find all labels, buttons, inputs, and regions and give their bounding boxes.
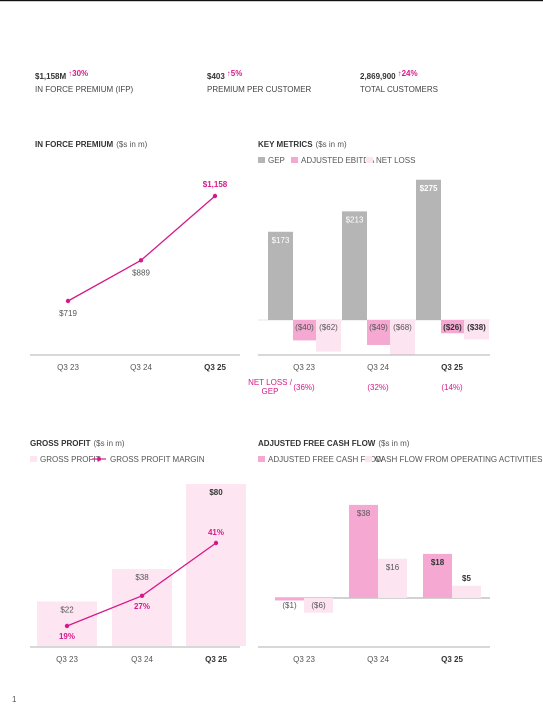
bar bbox=[423, 553, 452, 598]
data-label: ($1) bbox=[282, 601, 297, 610]
data-label: ($38) bbox=[467, 323, 486, 332]
data-label: ($6) bbox=[311, 601, 326, 610]
legend-swatch bbox=[365, 456, 372, 462]
kpi-label: PREMIUM PER CUSTOMER bbox=[207, 85, 312, 94]
bar bbox=[268, 231, 293, 320]
x-tick-label: Q3 23 bbox=[293, 363, 315, 372]
point bbox=[138, 258, 144, 263]
data-label: ($62) bbox=[319, 323, 338, 332]
legend-swatch bbox=[30, 456, 37, 462]
x-tick-label: Q3 25 bbox=[204, 363, 226, 372]
x-tick-label: Q3 25 bbox=[205, 655, 227, 664]
data-label: $213 bbox=[346, 215, 364, 224]
legend-label: GROSS PROFIT bbox=[40, 455, 101, 464]
chart-unit-note: ($s in m) bbox=[378, 439, 409, 448]
data-label: 19% bbox=[59, 632, 75, 641]
data-label: $16 bbox=[386, 563, 400, 572]
legend-label: NET LOSS bbox=[376, 156, 415, 165]
point bbox=[212, 193, 218, 199]
chart-unit-note: ($s in m) bbox=[93, 439, 124, 448]
point bbox=[64, 623, 70, 629]
bar bbox=[349, 504, 378, 598]
chart-title: IN FORCE PREMIUM bbox=[35, 140, 114, 149]
bar bbox=[390, 320, 415, 355]
data-label: ($68) bbox=[393, 323, 412, 332]
ratio-label: GEP bbox=[262, 387, 279, 396]
x-tick-label: Q3 24 bbox=[130, 363, 152, 372]
ratio-value: (36%) bbox=[293, 383, 315, 392]
x-tick-label: Q3 23 bbox=[56, 655, 78, 664]
kpi-change: ↑30% bbox=[68, 69, 88, 78]
kpi-value: $1,158M bbox=[35, 72, 66, 81]
bar bbox=[378, 558, 407, 598]
chart-unit-note: ($s in m) bbox=[116, 140, 147, 149]
point bbox=[139, 593, 145, 599]
data-label: $275 bbox=[420, 184, 438, 193]
chart-title: ADJUSTED FREE CASH FLOW bbox=[258, 439, 376, 448]
kpi-value: 2,869,900 bbox=[360, 72, 396, 81]
bar bbox=[452, 585, 481, 598]
data-label: $22 bbox=[60, 605, 74, 614]
data-label: $38 bbox=[135, 573, 149, 582]
bar bbox=[441, 320, 464, 334]
data-label: $889 bbox=[132, 268, 150, 277]
legend-label: GEP bbox=[268, 156, 285, 165]
x-tick-label: Q3 24 bbox=[367, 655, 389, 664]
data-label: $173 bbox=[272, 236, 290, 245]
ratio-value: (32%) bbox=[367, 383, 389, 392]
data-label: ($26) bbox=[443, 323, 462, 332]
kpi-label: IN FORCE PREMIUM (IFP) bbox=[35, 85, 134, 94]
bar bbox=[367, 320, 390, 345]
data-label: $719 bbox=[59, 309, 77, 318]
legend-label: ADJUSTED EBITDA bbox=[301, 156, 375, 165]
x-tick-label: Q3 24 bbox=[367, 363, 389, 372]
legend-swatch bbox=[258, 456, 265, 462]
data-label: ($40) bbox=[295, 323, 314, 332]
x-tick-label: Q3 25 bbox=[441, 363, 463, 372]
bar bbox=[37, 601, 97, 646]
ratio-label: NET LOSS / bbox=[248, 378, 293, 387]
chart-title: KEY METRICS bbox=[258, 140, 313, 149]
data-label: $80 bbox=[209, 488, 223, 497]
kpi-change: ↑24% bbox=[398, 69, 418, 78]
x-tick-label: Q3 24 bbox=[131, 655, 153, 664]
legend-swatch bbox=[366, 157, 373, 163]
x-tick-label: Q3 25 bbox=[441, 655, 463, 664]
data-label: 41% bbox=[208, 528, 224, 537]
legend-swatch bbox=[291, 157, 298, 163]
kpi-label: TOTAL CUSTOMERS bbox=[360, 85, 438, 94]
x-tick-label: Q3 23 bbox=[293, 655, 315, 664]
bar bbox=[464, 320, 489, 340]
legend-dot bbox=[97, 457, 101, 461]
data-label: $1,158 bbox=[203, 180, 228, 189]
data-label: 27% bbox=[134, 602, 150, 611]
kpi-change: ↑5% bbox=[227, 69, 243, 78]
data-label: $18 bbox=[431, 558, 445, 567]
x-tick-label: Q3 23 bbox=[57, 363, 79, 372]
chart-unit-note: ($s in m) bbox=[316, 140, 347, 149]
data-label: $5 bbox=[462, 574, 471, 583]
chart-title: GROSS PROFIT bbox=[30, 439, 91, 448]
page-number: 1 bbox=[12, 695, 17, 704]
bar bbox=[416, 179, 441, 320]
legend-label: CASH FLOW FROM OPERATING ACTIVITIES bbox=[375, 455, 542, 464]
bar bbox=[304, 598, 333, 613]
bar bbox=[275, 598, 304, 601]
legend-label: GROSS PROFIT MARGIN bbox=[110, 455, 205, 464]
legend-label: ADJUSTED FREE CASH FLOW bbox=[268, 455, 384, 464]
bar bbox=[186, 484, 246, 646]
line bbox=[67, 195, 216, 302]
point bbox=[65, 298, 71, 304]
data-label: ($49) bbox=[369, 323, 388, 332]
bar bbox=[293, 320, 316, 341]
bar bbox=[316, 320, 341, 352]
kpi-value: $403 bbox=[207, 72, 225, 81]
data-label: $38 bbox=[357, 509, 371, 518]
top-rule bbox=[0, 0, 543, 2]
bar bbox=[342, 211, 367, 320]
legend-swatch bbox=[258, 157, 265, 163]
ratio-value: (14%) bbox=[441, 383, 463, 392]
point bbox=[213, 540, 219, 546]
